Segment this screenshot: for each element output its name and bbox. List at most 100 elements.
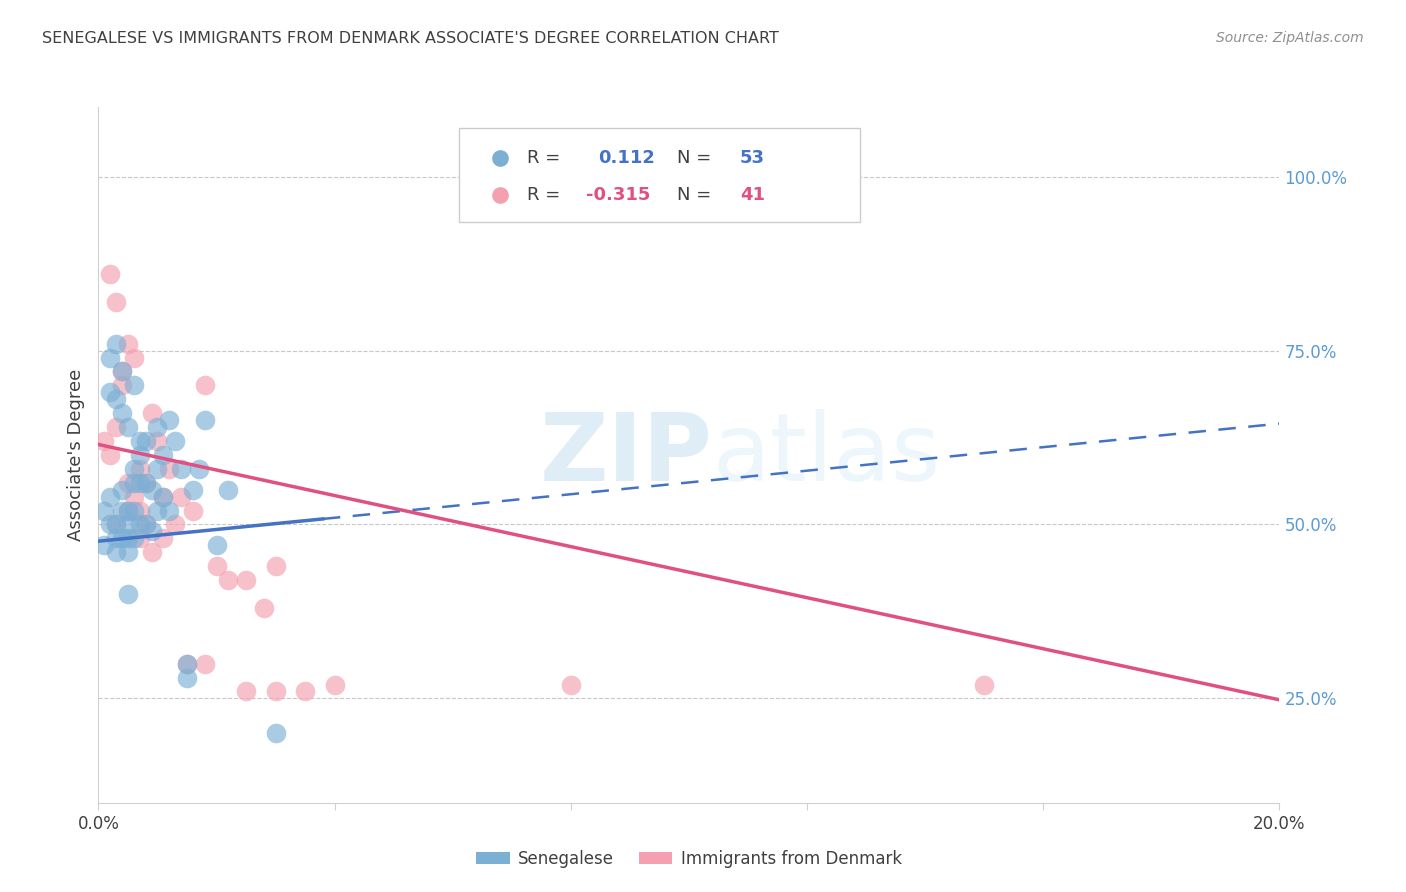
Point xyxy=(128,532,150,546)
Point xyxy=(194,657,217,671)
Text: N =: N = xyxy=(678,186,711,204)
Point xyxy=(111,532,134,546)
Point xyxy=(105,420,128,434)
Text: atlas: atlas xyxy=(713,409,941,501)
Text: N =: N = xyxy=(678,149,711,167)
Point xyxy=(973,677,995,691)
Point xyxy=(93,503,115,517)
Point xyxy=(235,684,257,698)
Point xyxy=(146,434,169,448)
Point xyxy=(141,483,163,497)
Point xyxy=(135,434,157,448)
Point xyxy=(141,524,163,539)
Point xyxy=(181,503,204,517)
Point xyxy=(111,483,134,497)
Text: R =: R = xyxy=(527,186,561,204)
Point xyxy=(135,517,157,532)
Point xyxy=(176,657,198,671)
Point xyxy=(264,684,287,698)
Point xyxy=(98,267,121,281)
Point xyxy=(105,392,128,407)
Point xyxy=(170,490,193,504)
Point xyxy=(152,490,174,504)
Point xyxy=(93,434,115,448)
Point xyxy=(264,559,287,574)
Text: Source: ZipAtlas.com: Source: ZipAtlas.com xyxy=(1216,31,1364,45)
Point xyxy=(264,726,287,740)
Text: R =: R = xyxy=(527,149,561,167)
Point xyxy=(152,490,174,504)
Point xyxy=(128,462,150,476)
Point xyxy=(105,294,128,309)
Point xyxy=(98,385,121,400)
Point xyxy=(122,475,145,490)
Point xyxy=(157,462,180,476)
Point xyxy=(135,475,157,490)
Point xyxy=(105,336,128,351)
Point xyxy=(157,413,180,427)
Point xyxy=(98,351,121,365)
Point xyxy=(93,538,115,552)
Text: 53: 53 xyxy=(740,149,765,167)
Text: -0.315: -0.315 xyxy=(586,186,651,204)
Point xyxy=(117,517,139,532)
Text: 0.112: 0.112 xyxy=(598,149,655,167)
Point xyxy=(117,336,139,351)
Point xyxy=(165,517,187,532)
Point xyxy=(135,475,157,490)
Point xyxy=(122,378,145,392)
Point xyxy=(105,532,128,546)
Point xyxy=(205,538,228,552)
Text: SENEGALESE VS IMMIGRANTS FROM DENMARK ASSOCIATE'S DEGREE CORRELATION CHART: SENEGALESE VS IMMIGRANTS FROM DENMARK AS… xyxy=(42,31,779,46)
Point xyxy=(176,671,198,685)
Point xyxy=(122,490,145,504)
Text: 41: 41 xyxy=(740,186,765,204)
Point xyxy=(176,657,198,671)
Point xyxy=(105,517,128,532)
Point xyxy=(141,545,163,559)
Point xyxy=(117,503,139,517)
Point xyxy=(323,677,346,691)
Legend: Senegalese, Immigrants from Denmark: Senegalese, Immigrants from Denmark xyxy=(470,843,908,874)
Point xyxy=(111,364,134,378)
Point xyxy=(187,462,209,476)
Point xyxy=(294,684,316,698)
Point xyxy=(128,448,150,462)
Point xyxy=(181,483,204,497)
Point xyxy=(157,503,180,517)
Point xyxy=(98,490,121,504)
Point xyxy=(117,545,139,559)
Point xyxy=(135,517,157,532)
Y-axis label: Associate's Degree: Associate's Degree xyxy=(66,368,84,541)
Point xyxy=(122,351,145,365)
Point xyxy=(128,517,150,532)
Point xyxy=(217,573,239,587)
Point xyxy=(122,503,145,517)
Point xyxy=(122,532,145,546)
Point xyxy=(128,434,150,448)
Point xyxy=(105,545,128,559)
Point xyxy=(146,420,169,434)
Point xyxy=(117,587,139,601)
Point xyxy=(111,406,134,420)
Point xyxy=(117,532,139,546)
Point xyxy=(105,517,128,532)
Point xyxy=(98,448,121,462)
Point xyxy=(253,601,276,615)
Point xyxy=(560,677,582,691)
Point xyxy=(205,559,228,574)
Point xyxy=(111,364,134,378)
Point xyxy=(165,434,187,448)
Point xyxy=(217,483,239,497)
Point xyxy=(152,532,174,546)
Point xyxy=(146,503,169,517)
Point xyxy=(111,503,134,517)
Text: ZIP: ZIP xyxy=(540,409,713,501)
Point xyxy=(194,378,217,392)
Point xyxy=(117,420,139,434)
FancyBboxPatch shape xyxy=(458,128,860,222)
Point xyxy=(152,448,174,462)
Point xyxy=(128,503,150,517)
Point xyxy=(117,503,139,517)
Point xyxy=(98,517,121,532)
